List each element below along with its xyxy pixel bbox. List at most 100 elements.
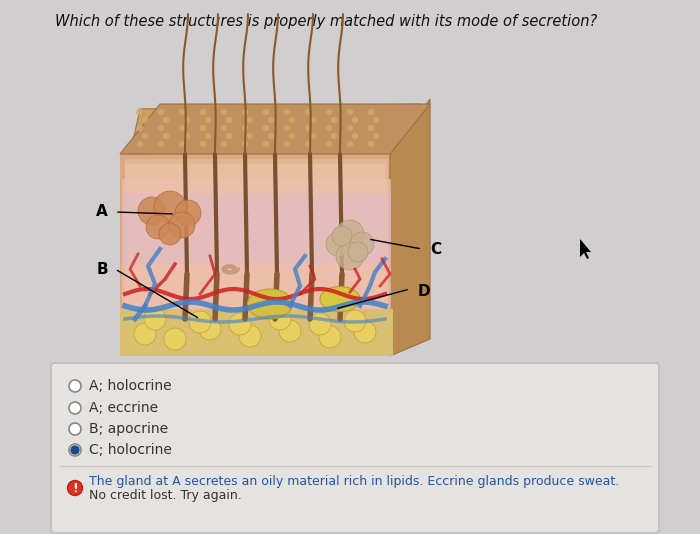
Circle shape xyxy=(199,108,206,115)
Circle shape xyxy=(141,116,148,123)
Circle shape xyxy=(262,108,270,115)
Polygon shape xyxy=(122,194,391,264)
Circle shape xyxy=(162,132,169,139)
Circle shape xyxy=(288,116,295,123)
Circle shape xyxy=(246,132,253,139)
Circle shape xyxy=(336,242,364,270)
Circle shape xyxy=(189,311,211,333)
Polygon shape xyxy=(130,104,420,154)
Ellipse shape xyxy=(320,287,360,311)
Circle shape xyxy=(368,140,374,147)
Circle shape xyxy=(158,124,164,131)
Circle shape xyxy=(69,423,81,435)
Circle shape xyxy=(304,140,312,147)
Circle shape xyxy=(336,220,364,248)
Circle shape xyxy=(326,232,350,256)
Circle shape xyxy=(225,132,232,139)
Polygon shape xyxy=(120,104,430,154)
Circle shape xyxy=(199,124,206,131)
Circle shape xyxy=(351,116,358,123)
Circle shape xyxy=(241,108,248,115)
Circle shape xyxy=(330,116,337,123)
Circle shape xyxy=(199,140,206,147)
Circle shape xyxy=(69,402,81,414)
Circle shape xyxy=(169,212,195,238)
Circle shape xyxy=(158,140,164,147)
Circle shape xyxy=(229,313,251,335)
Circle shape xyxy=(326,124,332,131)
Polygon shape xyxy=(120,154,393,356)
Circle shape xyxy=(304,108,312,115)
Circle shape xyxy=(239,325,261,347)
Circle shape xyxy=(220,124,228,131)
Circle shape xyxy=(67,481,83,496)
Text: A; eccrine: A; eccrine xyxy=(89,401,158,415)
Circle shape xyxy=(146,215,170,239)
Text: B: B xyxy=(97,262,108,277)
Polygon shape xyxy=(125,159,388,352)
Circle shape xyxy=(136,108,144,115)
Circle shape xyxy=(267,132,274,139)
Circle shape xyxy=(138,197,166,225)
Circle shape xyxy=(154,191,186,223)
Circle shape xyxy=(309,132,316,139)
Circle shape xyxy=(159,223,181,245)
Circle shape xyxy=(241,140,248,147)
Circle shape xyxy=(279,320,301,342)
Circle shape xyxy=(183,116,190,123)
FancyBboxPatch shape xyxy=(51,363,659,533)
Polygon shape xyxy=(125,164,385,314)
Text: No credit lost. Try again.: No credit lost. Try again. xyxy=(89,489,241,501)
Circle shape xyxy=(69,444,81,456)
Ellipse shape xyxy=(248,289,293,319)
Text: D: D xyxy=(418,284,430,299)
Circle shape xyxy=(69,380,81,392)
Circle shape xyxy=(178,124,186,131)
Polygon shape xyxy=(122,179,391,309)
Circle shape xyxy=(71,446,79,454)
Circle shape xyxy=(368,108,374,115)
Text: B; apocrine: B; apocrine xyxy=(89,422,168,436)
Circle shape xyxy=(262,124,270,131)
Text: !: ! xyxy=(72,482,78,494)
Circle shape xyxy=(144,308,166,330)
Circle shape xyxy=(284,124,290,131)
Polygon shape xyxy=(120,309,393,356)
Circle shape xyxy=(225,116,232,123)
Polygon shape xyxy=(390,99,430,356)
Circle shape xyxy=(309,313,331,335)
Circle shape xyxy=(354,321,376,343)
Circle shape xyxy=(204,132,211,139)
Circle shape xyxy=(330,132,337,139)
Circle shape xyxy=(348,242,368,262)
Circle shape xyxy=(344,310,366,332)
Circle shape xyxy=(326,140,332,147)
Circle shape xyxy=(136,140,144,147)
Circle shape xyxy=(284,140,290,147)
Circle shape xyxy=(288,132,295,139)
Circle shape xyxy=(267,116,274,123)
Circle shape xyxy=(269,308,291,330)
Circle shape xyxy=(262,140,270,147)
Circle shape xyxy=(351,132,358,139)
Text: The gland at A secretes an oily material rich in lipids. Eccrine glands produce : The gland at A secretes an oily material… xyxy=(89,475,620,489)
Polygon shape xyxy=(580,239,591,259)
Text: Which of these structures is properly matched with its mode of secretion?: Which of these structures is properly ma… xyxy=(55,14,597,29)
Circle shape xyxy=(178,108,186,115)
Circle shape xyxy=(136,124,144,131)
Circle shape xyxy=(164,328,186,350)
Text: A: A xyxy=(97,205,108,219)
Circle shape xyxy=(309,116,316,123)
Circle shape xyxy=(220,108,228,115)
Circle shape xyxy=(346,140,354,147)
Circle shape xyxy=(175,200,201,226)
Circle shape xyxy=(326,108,332,115)
Circle shape xyxy=(368,124,374,131)
Circle shape xyxy=(372,116,379,123)
Circle shape xyxy=(332,226,352,246)
Circle shape xyxy=(346,124,354,131)
Circle shape xyxy=(220,140,228,147)
Circle shape xyxy=(304,124,312,131)
Text: C: C xyxy=(430,241,441,256)
Circle shape xyxy=(319,326,341,348)
